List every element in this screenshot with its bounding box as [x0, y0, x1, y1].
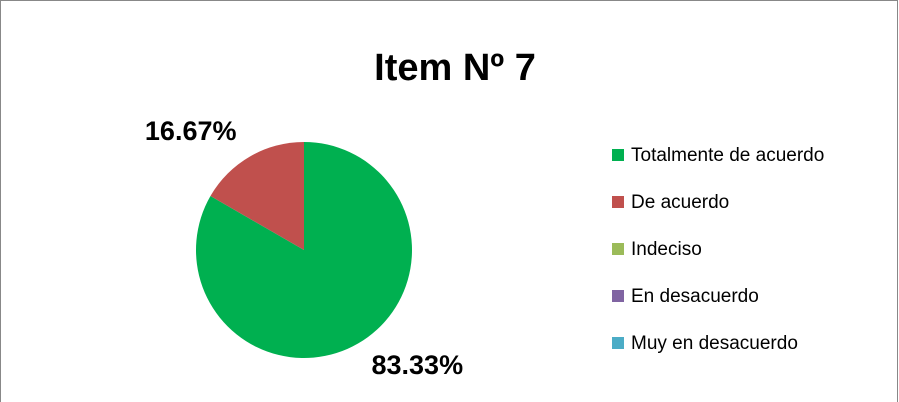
data-label: 16.67%	[145, 116, 237, 146]
pie-slice	[210, 142, 304, 250]
legend-label: Muy en desacuerdo	[631, 333, 798, 354]
legend-swatch	[612, 196, 624, 208]
legend-label: De acuerdo	[631, 192, 729, 213]
legend-swatch	[612, 149, 624, 161]
legend-label: En desacuerdo	[631, 286, 759, 307]
pie-slice	[195, 142, 412, 359]
legend-label: Indeciso	[631, 239, 702, 260]
legend-label: Totalmente de acuerdo	[631, 145, 824, 166]
chart-title: Item Nº 7	[374, 47, 536, 89]
legend-swatch	[612, 290, 624, 302]
legend-swatch	[612, 243, 624, 255]
legend-swatch	[612, 337, 624, 349]
data-label: 83.33%	[372, 350, 464, 380]
